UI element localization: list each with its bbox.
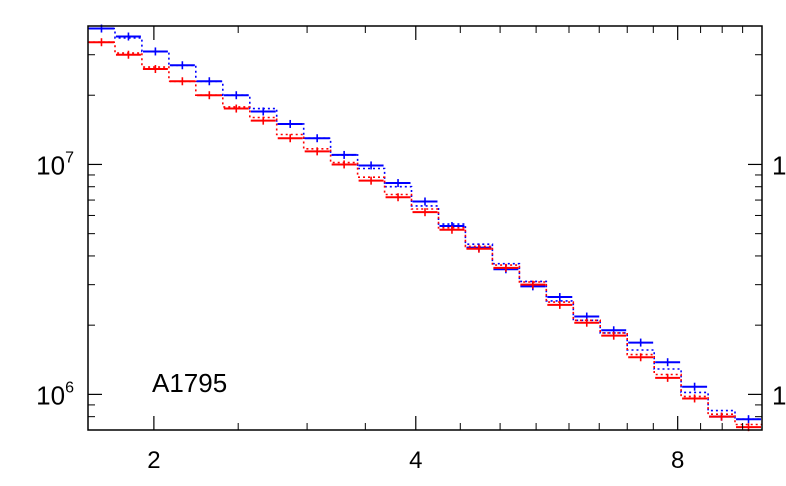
x-tick-label: 2 — [147, 447, 160, 474]
y-tick-exponent: 6 — [65, 379, 74, 396]
x-tick-label: 8 — [671, 447, 684, 474]
y-tick-base: 10 — [36, 150, 65, 180]
plot-frame — [87, 25, 763, 431]
series-layer — [88, 24, 762, 432]
y-tick-label: 106 — [36, 379, 74, 410]
y-tick-label: 107 — [36, 149, 74, 180]
y-tick-base: 10 — [36, 380, 65, 410]
series-1-dotted-step — [88, 27, 762, 420]
chart-annotation: A1795 — [152, 368, 227, 398]
series-3-dotted-step — [88, 41, 762, 426]
y-tick-exponent: 7 — [65, 149, 74, 166]
axis-layer: 2481061010710 — [36, 25, 786, 474]
y-tick-label-right: 10 — [772, 150, 786, 180]
y-tick-label-right: 10 — [772, 380, 786, 410]
x-tick-label: 4 — [409, 447, 422, 474]
